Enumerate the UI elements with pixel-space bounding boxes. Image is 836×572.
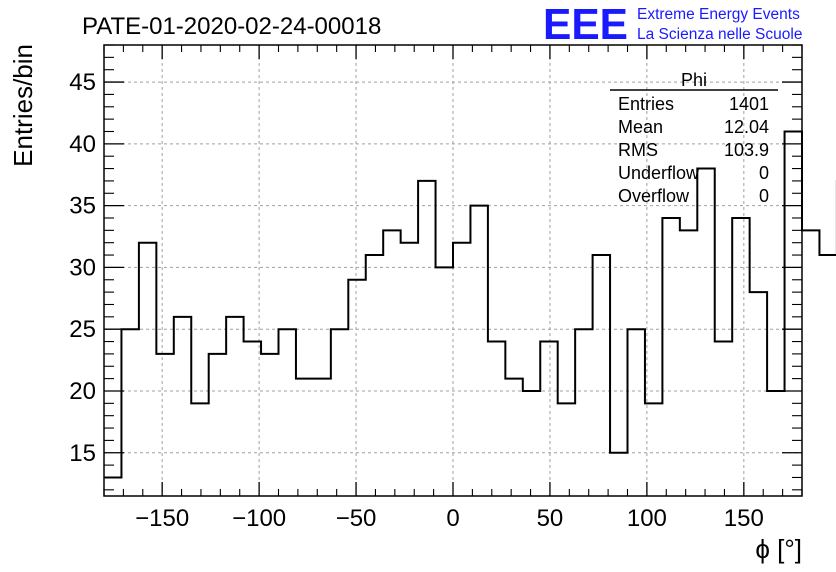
stats-value-underflow: 0 bbox=[759, 163, 769, 183]
stats-value-rms: 103.9 bbox=[724, 140, 769, 160]
y-axis-label: Entries/bin bbox=[8, 44, 38, 167]
stats-label-rms: RMS bbox=[618, 140, 658, 160]
histogram-outline bbox=[104, 130, 836, 479]
stats-label-overflow: Overflow bbox=[618, 186, 690, 206]
x-tick-label: −150 bbox=[135, 505, 189, 532]
x-tick-label: −100 bbox=[232, 505, 286, 532]
y-tick-label: 45 bbox=[69, 69, 96, 96]
y-tick-label: 30 bbox=[69, 254, 96, 281]
logo-line-1: Extreme Energy Events bbox=[637, 6, 800, 23]
y-tick-label: 20 bbox=[69, 378, 96, 405]
stats-box: Phi Entries 1401 Mean 12.04 RMS 103.9 Un… bbox=[610, 70, 778, 206]
stats-value-entries: 1401 bbox=[729, 94, 769, 114]
grid bbox=[104, 45, 802, 496]
y-tick-labels: 15 20 25 30 35 40 45 bbox=[69, 69, 96, 467]
x-tick-label: −50 bbox=[336, 505, 377, 532]
chart-title: PATE-01-2020-02-24-00018 bbox=[82, 13, 381, 40]
y-tick-label: 40 bbox=[69, 131, 96, 158]
stats-label-mean: Mean bbox=[618, 117, 663, 137]
x-tick-label: 50 bbox=[537, 505, 564, 532]
x-tick-label: 150 bbox=[724, 505, 764, 532]
eee-logo: EEE bbox=[543, 0, 628, 49]
stats-value-overflow: 0 bbox=[759, 186, 769, 206]
y-tick-label: 35 bbox=[69, 193, 96, 220]
stats-label-entries: Entries bbox=[618, 94, 674, 114]
y-tick-label: 25 bbox=[69, 316, 96, 343]
axis-ticks bbox=[103, 44, 803, 496]
x-axis-label: ϕ [°] bbox=[755, 534, 802, 564]
stats-label-underflow: Underflow bbox=[618, 163, 700, 183]
stats-name: Phi bbox=[681, 70, 707, 90]
logo-line-2: La Scienza nelle Scuole bbox=[637, 26, 802, 43]
stats-value-mean: 12.04 bbox=[724, 117, 769, 137]
x-tick-label: 100 bbox=[627, 505, 667, 532]
x-tick-labels: −150 −100 −50 0 50 100 150 bbox=[135, 505, 764, 532]
x-tick-label: 0 bbox=[446, 505, 459, 532]
y-tick-label: 15 bbox=[69, 440, 96, 467]
